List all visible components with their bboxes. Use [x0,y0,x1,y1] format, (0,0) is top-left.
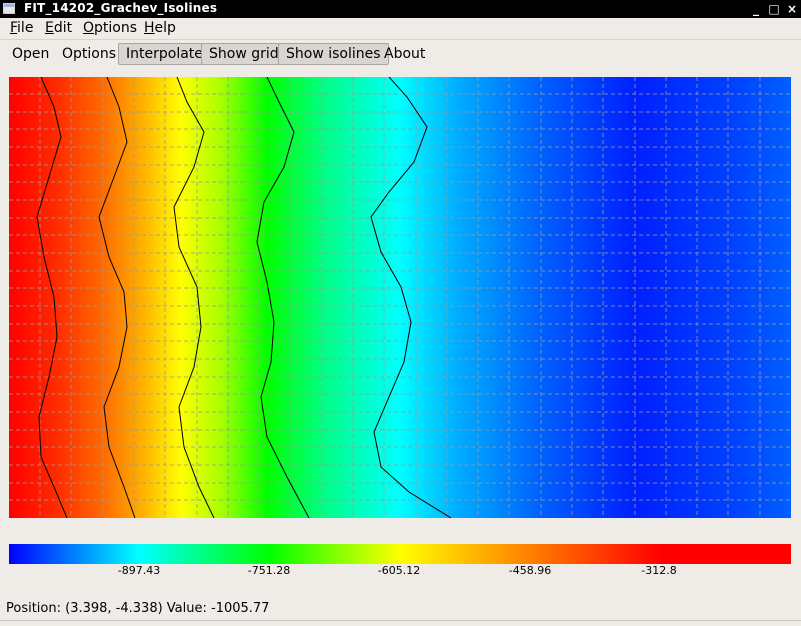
isoline-map[interactable] [9,77,791,518]
window-title: FIT_14202_Grachev_Isolines [24,1,218,15]
menu-edit[interactable]: Edit [45,20,72,36]
app-icon [3,3,15,14]
menu-file-mnemonic: F [10,20,18,36]
minimize-icon[interactable]: _ [753,2,759,16]
menu-help-label: elp [154,20,176,36]
toolbar: Open Options Interpolate Show grid Show … [0,39,801,70]
menu-file-label: ile [17,20,34,36]
menu-help[interactable]: Help [144,20,176,36]
close-icon[interactable]: × [786,2,798,16]
options-button[interactable]: Options [62,46,117,62]
legend-label: -312.8 [641,564,677,577]
legend-label: -897.43 [117,564,161,577]
legend-label: -751.28 [247,564,291,577]
open-button[interactable]: Open [12,46,50,62]
status-bar: Position: (3.398, -4.338) Value: -1005.7… [0,598,801,620]
legend-label: -605.12 [377,564,421,577]
isoline-overlay [9,77,791,518]
isoline-2 [98,77,136,518]
legend-label: -458.96 [508,564,552,577]
isoline-4 [256,77,310,518]
maximize-icon[interactable]: □ [768,2,780,16]
menu-options[interactable]: Options [83,20,137,36]
menu-file[interactable]: File [10,20,33,36]
isolines [36,77,452,518]
interpolate-button[interactable]: Interpolate [118,43,211,65]
title-bar[interactable]: FIT_14202_Grachev_Isolines _ □ × [0,0,801,18]
isoline-3 [173,77,215,518]
about-button[interactable]: About [384,46,426,62]
menu-help-mnemonic: H [144,20,155,36]
bottom-divider [0,620,801,621]
grid-lines [9,77,791,518]
menu-edit-label: dit [53,20,73,36]
menu-edit-mnemonic: E [45,20,54,36]
status-text: Position: (3.398, -4.338) Value: -1005.7… [6,601,270,616]
isoline-5 [370,77,452,518]
show-isolines-button[interactable]: Show isolines [278,43,389,65]
menu-bar: File Edit Options Help [0,18,801,39]
isoline-1 [36,77,68,518]
menu-options-label: ptions [94,20,138,36]
show-grid-button[interactable]: Show grid [201,43,287,65]
color-legend-bar [9,544,791,564]
menu-options-mnemonic: O [83,20,95,36]
